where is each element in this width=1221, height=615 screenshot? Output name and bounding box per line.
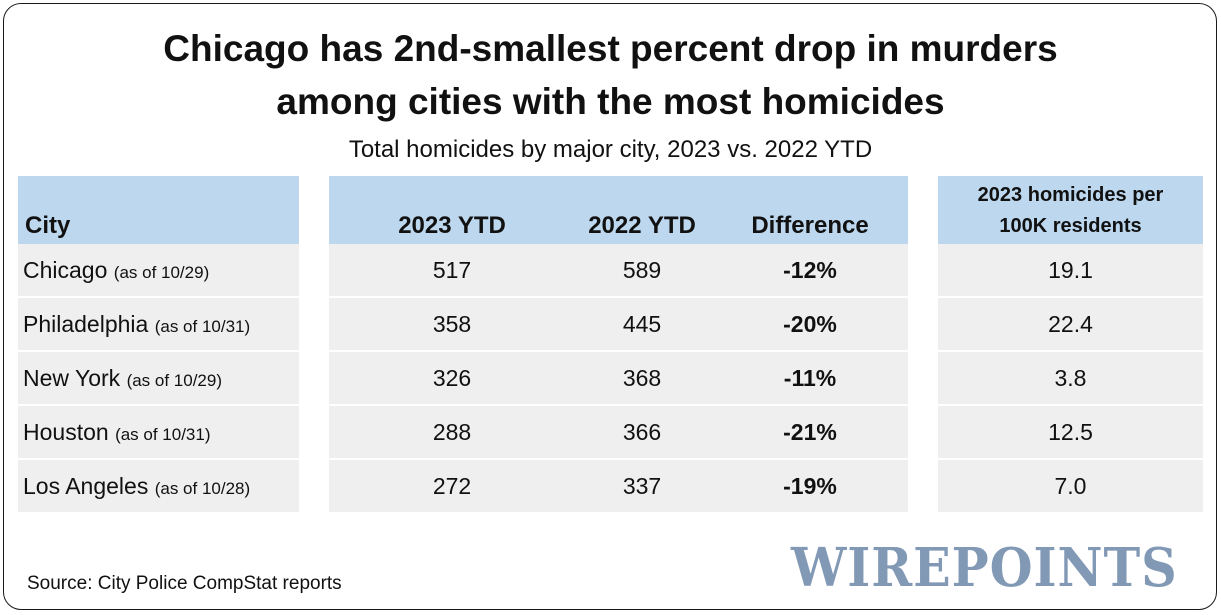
table-row-city-cell: Chicago (as of 10/29) (18, 244, 299, 296)
wirepoints-logo: WIREPOINTS (791, 537, 1178, 599)
table-row-values: 272 337 -19% (329, 460, 908, 512)
table-row-city-cell: Philadelphia (as of 10/31) (18, 298, 299, 350)
value-2023-ytd: 517 (432, 257, 472, 283)
source-note: Source: City Police CompStat reports (27, 573, 342, 594)
value-2022-ytd: 337 (622, 473, 662, 499)
table-row-rate-cell: 7.0 (938, 460, 1203, 512)
value-difference: -21% (783, 419, 837, 445)
city-name: Los Angeles (as of 10/28) (23, 471, 250, 504)
header-city-block: City (18, 176, 299, 244)
city-label: Los Angeles (23, 473, 149, 499)
column-header-city: City (25, 212, 71, 239)
table-row-rate-cell: 3.8 (938, 352, 1203, 404)
as-of-date: (as of 10/31) (115, 425, 211, 444)
city-name: Chicago (as of 10/29) (23, 255, 209, 288)
column-header-rate-line-2: 100K residents (999, 215, 1142, 237)
city-label: Philadelphia (23, 311, 149, 337)
city-name: Houston (as of 10/31) (23, 417, 211, 450)
value-2023-ytd: 358 (432, 311, 472, 337)
column-header-rate: 2023 homicides per 100K residents (938, 180, 1203, 242)
city-label: New York (23, 365, 121, 391)
value-rate-per-100k: 19.1 (1048, 257, 1093, 283)
as-of-date: (as of 10/31) (154, 317, 251, 336)
table-row-rate-cell: 22.4 (938, 298, 1203, 350)
column-header-2022-ytd: 2022 YTD (588, 212, 696, 239)
city-name: New York (as of 10/29) (23, 363, 222, 396)
column-header-2023-ytd: 2023 YTD (398, 212, 506, 239)
value-2022-ytd: 589 (622, 257, 662, 283)
table-row-values: 358 445 -20% (329, 298, 908, 350)
table-row-rate-cell: 19.1 (938, 244, 1203, 296)
as-of-date: (as of 10/29) (126, 371, 223, 390)
value-2022-ytd: 366 (622, 419, 662, 445)
chart-subtitle: Total homicides by major city, 2023 vs. … (348, 136, 873, 163)
value-difference: -19% (783, 473, 837, 499)
value-2022-ytd: 445 (622, 311, 662, 337)
value-2023-ytd: 272 (432, 473, 472, 499)
table-row-rate-cell: 12.5 (938, 406, 1203, 458)
column-header-difference: Difference (751, 212, 869, 239)
city-label: Chicago (23, 257, 108, 283)
value-rate-per-100k: 12.5 (1048, 419, 1093, 445)
value-difference: -12% (783, 257, 837, 283)
table-row-city-cell: Los Angeles (as of 10/28) (18, 460, 299, 512)
chart-title-line-1: Chicago has 2nd-smallest percent drop in… (163, 28, 1058, 69)
value-2023-ytd: 288 (432, 419, 472, 445)
column-header-rate-line-1: 2023 homicides per (977, 184, 1164, 206)
table-row-values: 517 589 -12% (329, 244, 908, 296)
city-name: Philadelphia (as of 10/31) (23, 309, 250, 342)
value-rate-per-100k: 3.8 (1054, 365, 1087, 391)
header-rate-block: 2023 homicides per 100K residents (938, 176, 1203, 244)
chart-title-line-2: among cities with the most homicides (276, 81, 945, 122)
as-of-date: (as of 10/28) (154, 479, 251, 498)
value-difference: -11% (783, 365, 837, 391)
value-rate-per-100k: 22.4 (1048, 311, 1093, 337)
table-row-values: 326 368 -11% (329, 352, 908, 404)
table-row-city-cell: New York (as of 10/29) (18, 352, 299, 404)
table-row-city-cell: Houston (as of 10/31) (18, 406, 299, 458)
value-2023-ytd: 326 (432, 365, 472, 391)
value-rate-per-100k: 7.0 (1054, 473, 1087, 499)
city-label: Houston (23, 419, 109, 445)
header-values-block: 2023 YTD 2022 YTD Difference (329, 176, 908, 244)
table-row-values: 288 366 -21% (329, 406, 908, 458)
value-2022-ytd: 368 (622, 365, 662, 391)
value-difference: -20% (783, 311, 837, 337)
as-of-date: (as of 10/29) (113, 263, 210, 282)
